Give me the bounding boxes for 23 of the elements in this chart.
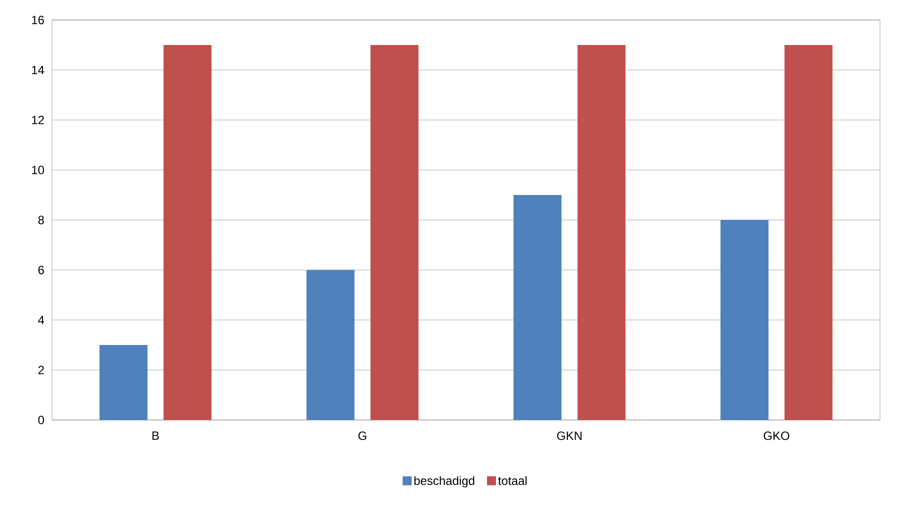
y-tick-label: 12 bbox=[32, 116, 44, 124]
y-tick-label: 16 bbox=[32, 16, 44, 24]
x-tick-label: GKN bbox=[557, 432, 582, 440]
y-tick-label: 0 bbox=[38, 416, 44, 424]
x-tick-label: G bbox=[358, 432, 366, 440]
y-tick-label: 8 bbox=[38, 216, 44, 224]
bar bbox=[720, 220, 768, 420]
y-tick-label: 14 bbox=[32, 66, 44, 74]
y-tick-label: 4 bbox=[38, 316, 44, 324]
x-tick-label: GKO bbox=[764, 432, 790, 440]
bar bbox=[306, 270, 355, 420]
x-tick-label: B bbox=[152, 432, 159, 440]
y-tick-label: 10 bbox=[32, 166, 44, 174]
bar bbox=[514, 194, 562, 420]
legend-label: totaal bbox=[498, 476, 527, 485]
bar bbox=[164, 44, 212, 420]
bar bbox=[370, 44, 419, 420]
bar bbox=[578, 44, 626, 420]
bar bbox=[784, 44, 832, 420]
y-tick-label: 6 bbox=[38, 266, 44, 274]
bar bbox=[100, 344, 148, 420]
legend-label: beschadigd bbox=[414, 476, 474, 488]
y-tick-label: 2 bbox=[38, 366, 44, 374]
